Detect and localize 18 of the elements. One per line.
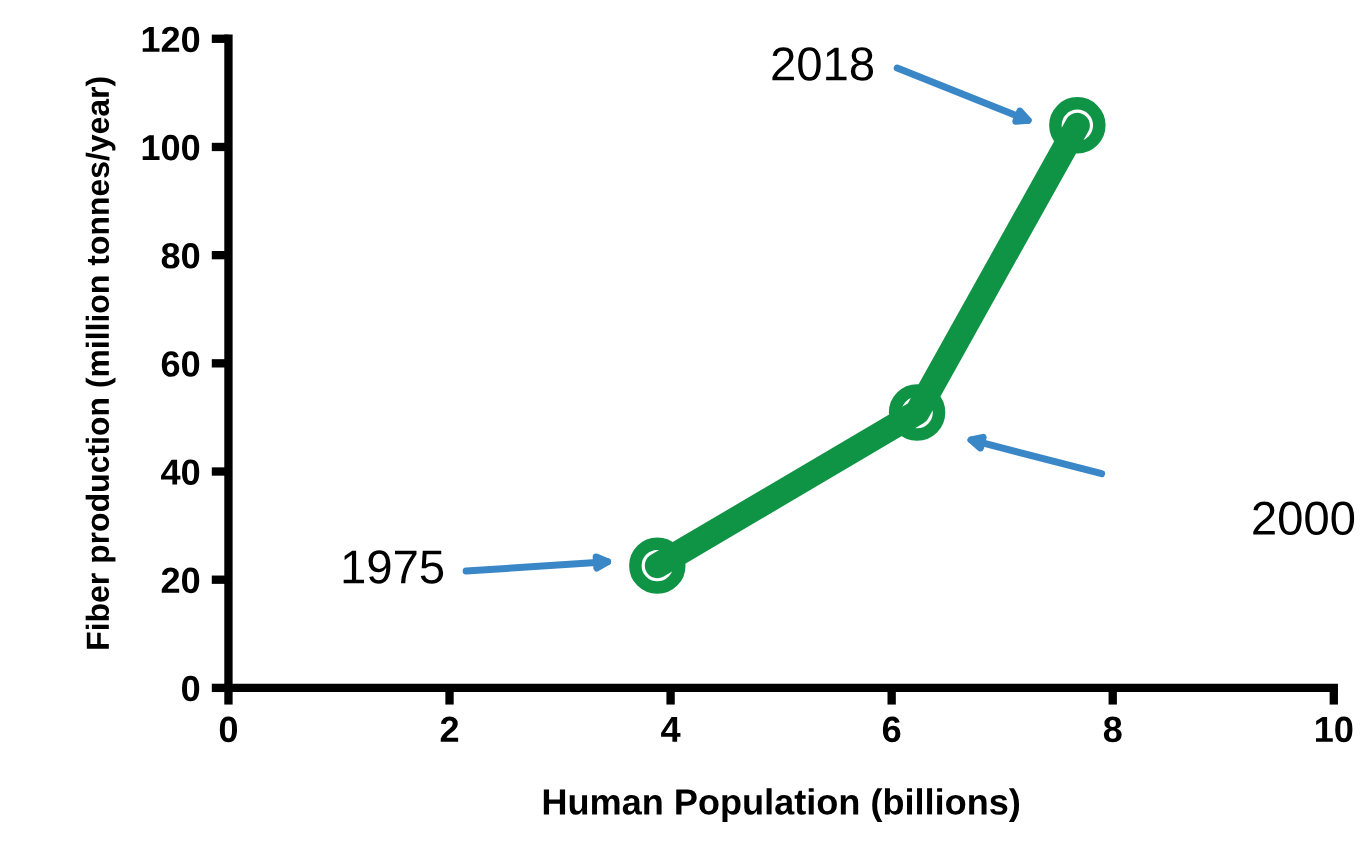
x-tick-label: 2 xyxy=(440,716,459,742)
x-tick-label: 0 xyxy=(219,716,238,743)
x-tick-label: 10 xyxy=(1315,716,1353,743)
y-axis-title: Fiber production (million tonnes/year) xyxy=(85,77,116,649)
y-tick-label: 100 xyxy=(142,134,200,161)
x-tick-label: 4 xyxy=(661,716,681,742)
y-tick-label: 60 xyxy=(161,351,200,377)
y-tick-label: 20 xyxy=(161,567,200,594)
y-tick-label: 80 xyxy=(161,243,200,269)
x-tick-label: 8 xyxy=(1103,716,1122,743)
y-tick-label: 0 xyxy=(182,675,200,702)
annotation: 1975 xyxy=(343,550,444,584)
x-tick-label: 6 xyxy=(882,716,901,743)
y-tick-label: 40 xyxy=(161,459,200,485)
x-axis-title: Human Population (billions) xyxy=(543,788,1020,822)
annotation: 2018 xyxy=(772,47,874,81)
annotation: 2000 xyxy=(1253,501,1355,536)
y-tick-label: 120 xyxy=(142,26,200,53)
